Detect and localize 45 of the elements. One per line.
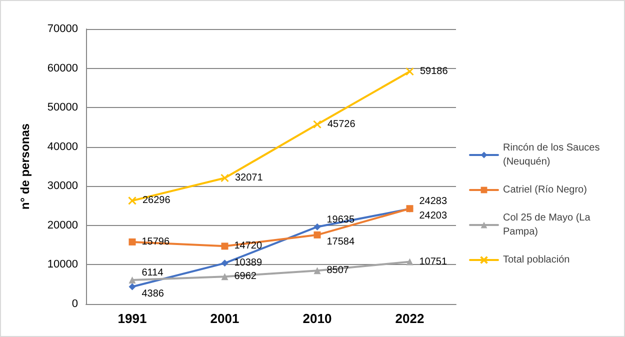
data-label: 6114 [142,267,164,278]
data-label: 24203 [419,210,448,222]
y-tick-label: 60000 [47,62,78,74]
y-tick-label: 10000 [47,258,78,271]
point [406,258,414,266]
x-tick-label: 2001 [210,311,240,326]
point [314,223,321,230]
data-label: 6962 [234,271,257,282]
point [128,196,136,205]
y-tick-label: 20000 [47,219,78,232]
data-label: 10389 [234,258,262,269]
legend-label: Col 25 de Mayo (La Pampa) [503,212,594,238]
point [221,273,228,280]
data-label: 32071 [235,172,264,184]
point [314,231,321,238]
y-tick-label: 50000 [47,102,78,114]
data-label: 24283 [419,196,448,208]
legend-label: Total población [503,254,570,266]
data-label: 14720 [234,240,262,252]
data-label: 8507 [326,265,350,276]
x-tick-label: 2010 [302,311,332,326]
x-tick-label: 1991 [118,311,147,326]
legend-label: Catriel (Río Negro) [503,184,587,196]
y-tick-label: 40000 [47,140,78,153]
y-axis-title: n° de personas [18,123,32,210]
point [220,174,229,182]
data-label: 59186 [420,66,448,77]
point [313,120,322,129]
point [128,238,136,246]
y-tick-label: 30000 [47,180,78,192]
data-label: 10751 [419,256,448,268]
data-label: 17584 [326,236,355,248]
legend-label: Rincón de los Sauces (Neuquén) [503,142,603,168]
point [221,242,228,250]
data-label: 26296 [142,195,171,206]
point [221,260,228,267]
point [128,283,136,290]
x-tick-label: 2022 [395,311,424,326]
y-tick-label: 0 [72,298,78,310]
y-tick-label: 70000 [47,23,78,35]
data-label: 45726 [328,118,356,130]
point [406,67,414,76]
point [314,267,321,274]
point [128,276,136,284]
data-label: 4386 [142,288,164,300]
